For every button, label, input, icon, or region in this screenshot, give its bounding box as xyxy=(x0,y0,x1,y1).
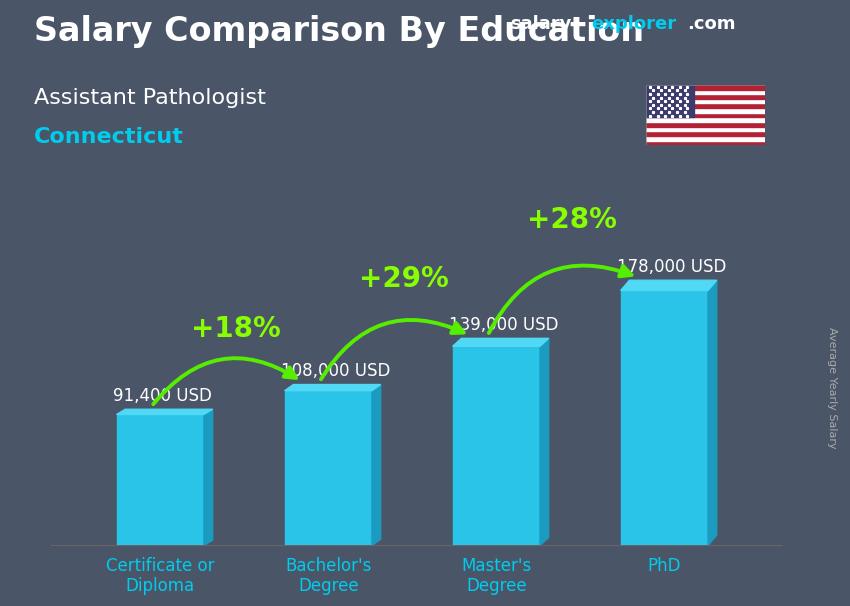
Polygon shape xyxy=(285,385,381,391)
Text: .com: .com xyxy=(687,15,735,33)
Text: salary: salary xyxy=(510,15,571,33)
Bar xyxy=(646,141,765,145)
Polygon shape xyxy=(620,280,717,290)
Text: Connecticut: Connecticut xyxy=(34,127,184,147)
Polygon shape xyxy=(453,338,549,346)
Text: +18%: +18% xyxy=(191,316,280,344)
Bar xyxy=(646,118,765,122)
Text: explorer: explorer xyxy=(591,15,676,33)
Text: 178,000 USD: 178,000 USD xyxy=(617,258,727,276)
Polygon shape xyxy=(204,409,212,545)
Bar xyxy=(116,415,204,545)
Text: 91,400 USD: 91,400 USD xyxy=(113,387,212,405)
Bar xyxy=(646,94,765,99)
Bar xyxy=(646,132,765,136)
Bar xyxy=(646,127,765,132)
Bar xyxy=(646,136,765,141)
Polygon shape xyxy=(372,385,381,545)
Text: +29%: +29% xyxy=(359,265,449,293)
Polygon shape xyxy=(540,338,549,545)
Bar xyxy=(646,85,765,90)
Bar xyxy=(646,99,765,104)
Text: Assistant Pathologist: Assistant Pathologist xyxy=(34,88,266,108)
Text: +28%: +28% xyxy=(527,205,617,233)
Bar xyxy=(646,85,694,118)
Text: 139,000 USD: 139,000 USD xyxy=(450,316,558,334)
Polygon shape xyxy=(116,409,212,415)
Text: Salary Comparison By Education: Salary Comparison By Education xyxy=(34,15,644,48)
Bar xyxy=(646,104,765,108)
Bar xyxy=(285,391,372,545)
Bar xyxy=(620,290,708,545)
Bar xyxy=(646,122,765,127)
Bar xyxy=(646,113,765,118)
Bar xyxy=(646,90,765,94)
Bar xyxy=(646,108,765,113)
Bar xyxy=(453,346,540,545)
Polygon shape xyxy=(708,280,717,545)
Text: Average Yearly Salary: Average Yearly Salary xyxy=(827,327,837,448)
Text: 108,000 USD: 108,000 USD xyxy=(281,362,391,380)
